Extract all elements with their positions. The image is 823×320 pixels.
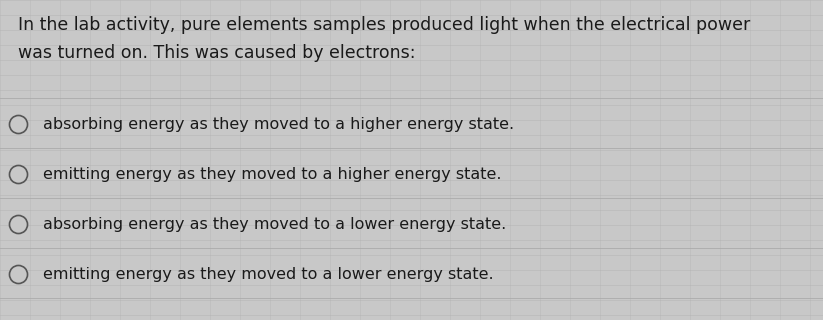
Text: absorbing energy as they moved to a lower energy state.: absorbing energy as they moved to a lowe… xyxy=(43,217,506,232)
Text: absorbing energy as they moved to a higher energy state.: absorbing energy as they moved to a high… xyxy=(43,117,514,132)
Text: was turned on. This was caused by electrons:: was turned on. This was caused by electr… xyxy=(18,44,416,62)
Text: In the lab activity, pure elements samples produced light when the electrical po: In the lab activity, pure elements sampl… xyxy=(18,16,751,34)
Text: emitting energy as they moved to a higher energy state.: emitting energy as they moved to a highe… xyxy=(43,167,501,182)
Text: emitting energy as they moved to a lower energy state.: emitting energy as they moved to a lower… xyxy=(43,267,494,282)
